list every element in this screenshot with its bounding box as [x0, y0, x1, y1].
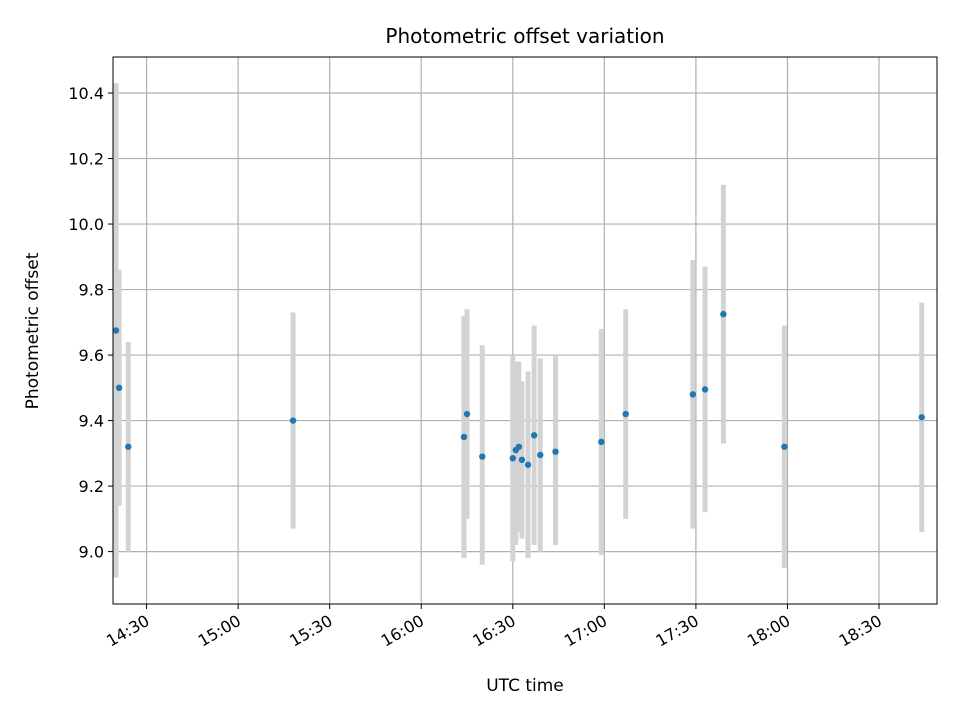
data-point — [115, 384, 123, 392]
data-point — [460, 433, 468, 441]
x-axis-label: UTC time — [486, 676, 564, 696]
data-point — [289, 417, 297, 424]
y-tick-label: 9.4 — [79, 412, 104, 431]
data-point — [524, 461, 532, 468]
data-point — [537, 451, 544, 459]
y-tick-label: 10.2 — [68, 150, 104, 169]
y-tick-label: 9.2 — [79, 477, 104, 496]
data-points — [112, 310, 925, 468]
data-point — [463, 410, 471, 418]
y-tick-label: 9.0 — [79, 543, 104, 562]
y-tick-label: 9.6 — [79, 346, 104, 365]
data-point — [479, 453, 486, 460]
data-point — [622, 410, 629, 418]
y-tick-label: 9.8 — [79, 281, 104, 300]
chart-title: Photometric offset variation — [385, 24, 664, 48]
y-tick-label: 10.0 — [68, 215, 104, 234]
y-tick-label: 10.4 — [68, 84, 104, 103]
data-point — [515, 443, 523, 450]
y-axis-label: Photometric offset — [23, 252, 43, 409]
data-point — [598, 438, 605, 446]
grid — [113, 57, 937, 604]
data-point — [918, 414, 925, 421]
data-point — [552, 448, 559, 455]
data-point — [509, 455, 516, 462]
data-point — [530, 432, 538, 439]
data-point — [689, 391, 697, 398]
plot-frame — [112, 56, 938, 605]
data-point — [701, 386, 709, 393]
data-point — [518, 456, 526, 464]
y-axis: 9.0 9.2 9.4 9.6 9.8 10.0 10.2 10.4 — [68, 84, 113, 562]
data-point — [125, 443, 132, 450]
data-point — [720, 310, 727, 318]
data-point — [781, 443, 788, 450]
data-point — [112, 327, 120, 334]
